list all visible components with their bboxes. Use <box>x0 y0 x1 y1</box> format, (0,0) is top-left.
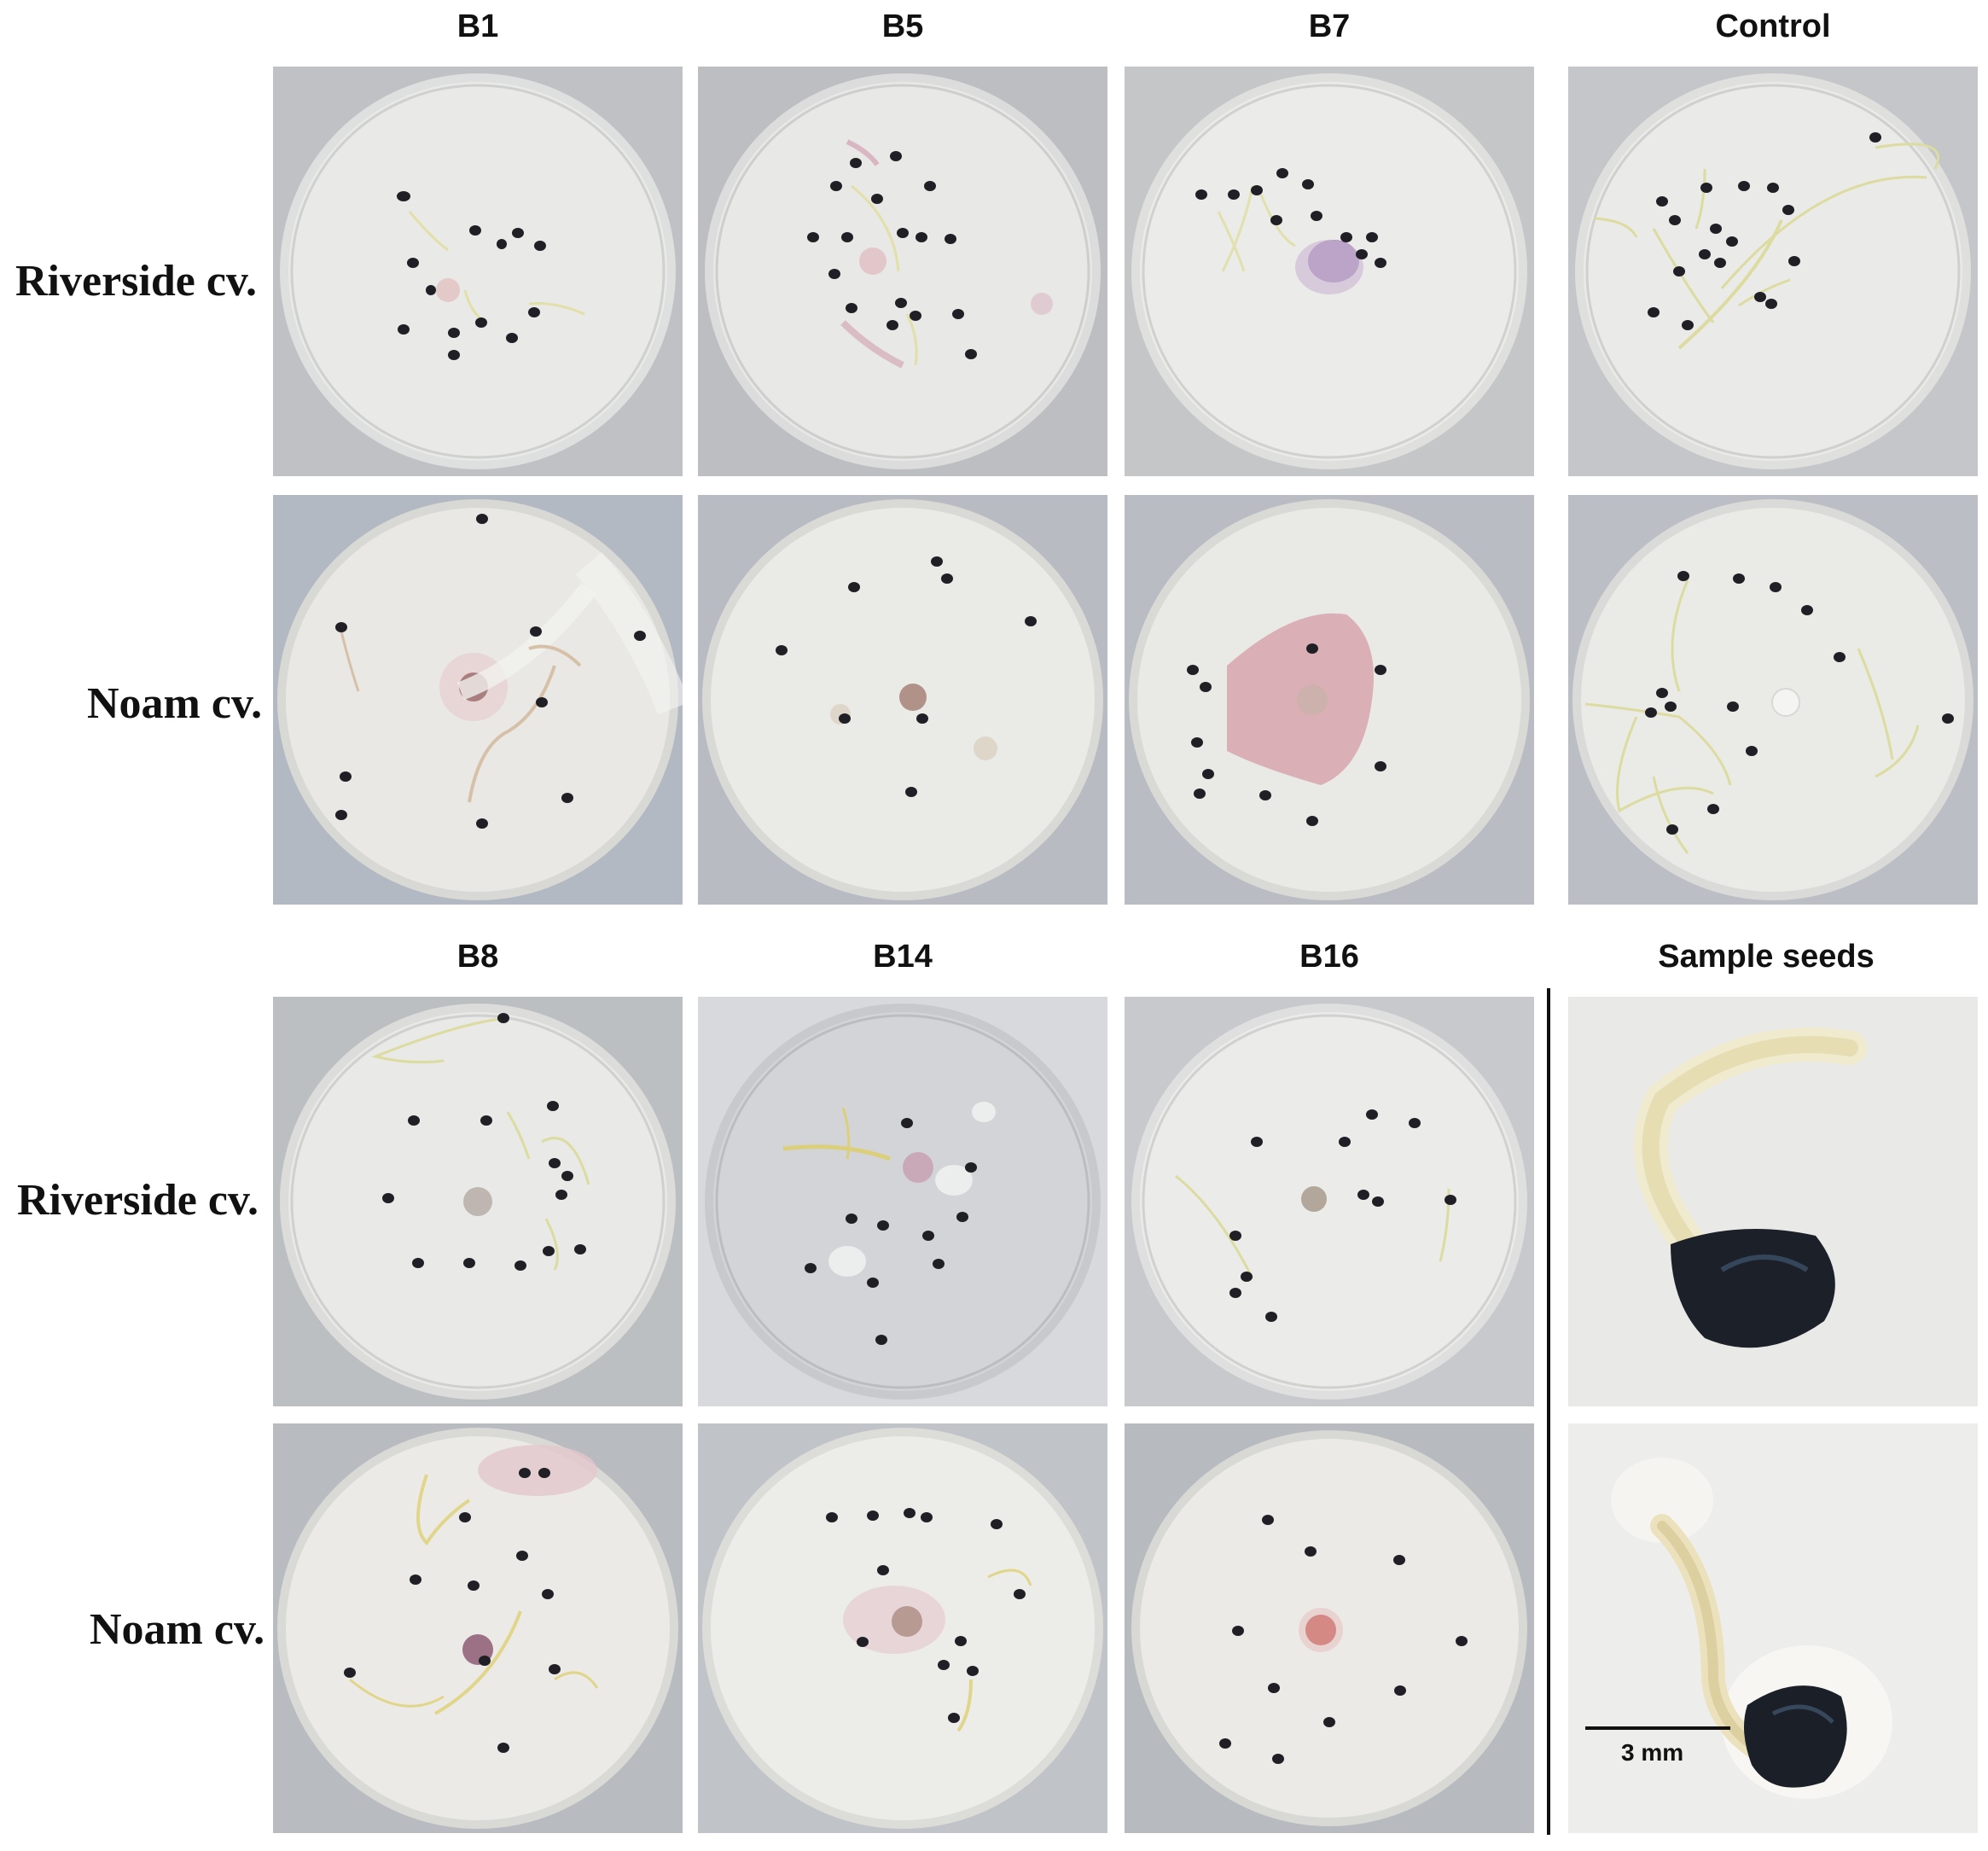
row-label-noam-bottom: Noam cv. <box>90 1605 265 1654</box>
petri-dish-photo-b5-noam <box>698 495 1107 905</box>
petri-dish-photo-b8-noam <box>273 1423 683 1833</box>
petri-dish-photo-b14-riverside <box>698 997 1107 1406</box>
petri-dish-photo-b7-noam <box>1125 495 1534 905</box>
petri-dish-photo-control-riverside <box>1568 67 1978 476</box>
petri-dish-photo-control-noam <box>1568 495 1978 905</box>
column-label-control: Control <box>1715 9 1831 44</box>
row-label-riverside-top: Riverside cv. <box>15 257 258 306</box>
petri-dish-photo-b7-riverside <box>1125 67 1534 476</box>
scale-bar <box>1585 1726 1730 1730</box>
petri-dish-photo-b16-noam <box>1125 1423 1534 1833</box>
petri-dish-photo-b14-noam <box>698 1423 1107 1833</box>
column-label-b8: B8 <box>456 939 499 975</box>
petri-dish-photo-b1-riverside <box>273 67 683 476</box>
row-label-riverside-bottom: Riverside cv. <box>17 1176 259 1225</box>
column-label-b14: B14 <box>873 939 933 975</box>
petri-dish-photo-b8-riverside <box>273 997 683 1406</box>
sample-seed-photo-riverside <box>1568 997 1978 1406</box>
column-label-b7: B7 <box>1308 9 1351 44</box>
petri-dish-photo-b1-noam <box>273 495 683 905</box>
column-label-b5: B5 <box>881 9 924 44</box>
column-label-b16: B16 <box>1299 939 1359 975</box>
row-label-noam-top: Noam cv. <box>87 679 263 728</box>
column-divider <box>1547 988 1550 1835</box>
column-label-sample-seeds: Sample seeds <box>1658 939 1875 975</box>
petri-dish-photo-b5-riverside <box>698 67 1107 476</box>
column-label-b1: B1 <box>456 9 499 44</box>
scale-bar-label: 3 mm <box>1621 1739 1684 1766</box>
sample-seed-photo-noam <box>1568 1423 1978 1833</box>
petri-dish-photo-b16-riverside <box>1125 997 1534 1406</box>
